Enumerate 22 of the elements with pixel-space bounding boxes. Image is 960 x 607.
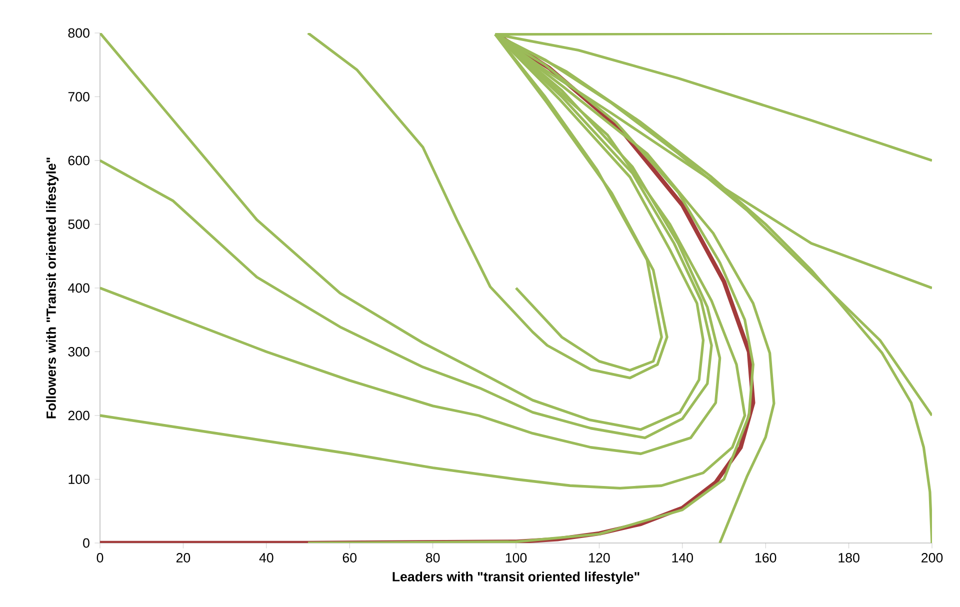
x-tick-label: 160 (756, 553, 776, 562)
y-tick-label: 300 (68, 347, 90, 356)
y-tick-label: 0 (83, 538, 90, 548)
x-tick-label: 100 (506, 553, 527, 562)
y-tick-label: 800 (68, 28, 90, 38)
x-tick-label: 80 (426, 553, 440, 562)
y-tick-label: 100 (68, 474, 90, 484)
y-tick-label: 700 (68, 92, 90, 102)
x-tick-label: 0 (96, 553, 104, 562)
x-tick-label: 140 (672, 553, 694, 562)
x-tick-label: 60 (342, 553, 356, 562)
x-tick-label: 180 (838, 553, 860, 562)
y-tick-label: 500 (68, 220, 90, 229)
y-axis-title: Followers with "Transit oriented lifestyle" (46, 158, 59, 418)
x-tick-label: 20 (176, 553, 190, 562)
x-tick-label: 120 (589, 553, 610, 562)
y-tick-label: 600 (68, 156, 90, 166)
y-tick-label: 200 (68, 410, 90, 420)
x-axis-title: Leaders with "transit oriented lifestyle" (392, 572, 640, 584)
y-tick-label: 400 (68, 283, 90, 293)
x-tick-label: 40 (259, 553, 274, 562)
x-tick-label: 200 (922, 553, 943, 562)
